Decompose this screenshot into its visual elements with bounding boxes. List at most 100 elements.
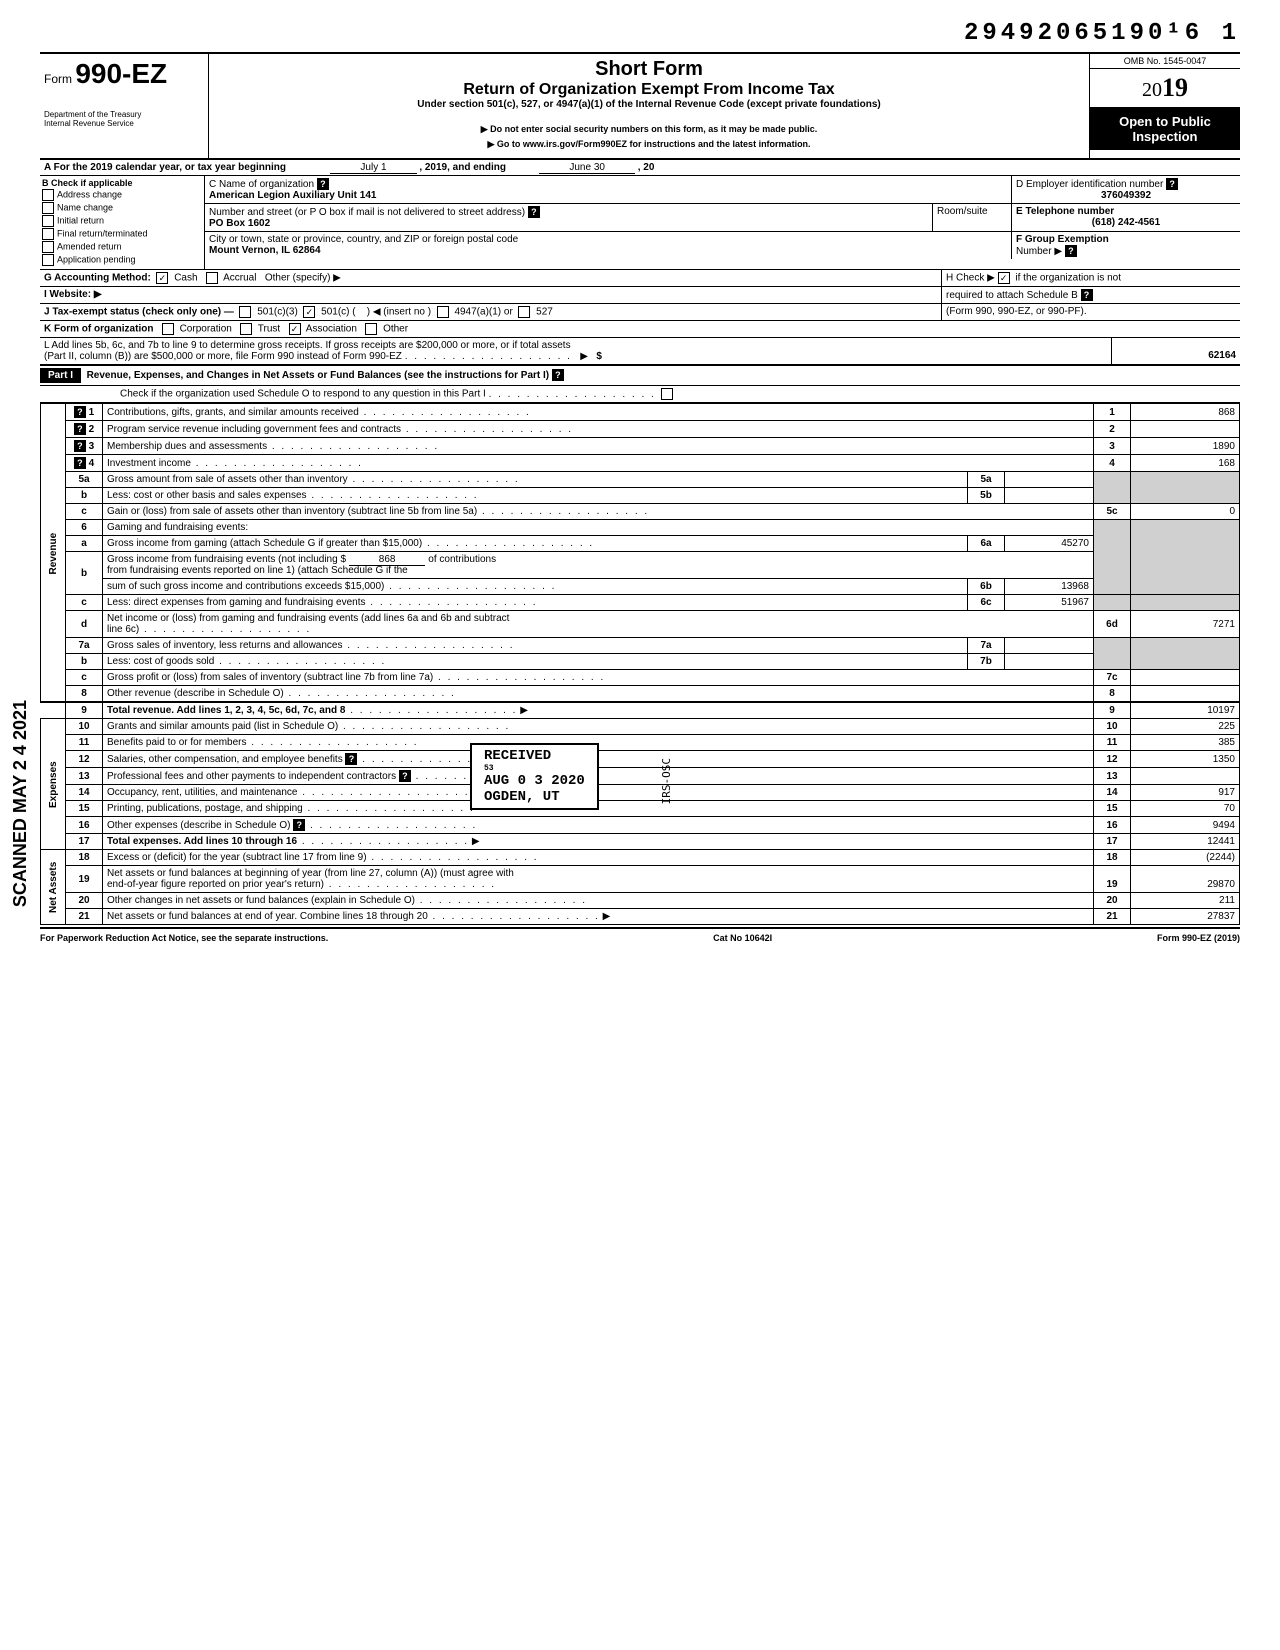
accrual-label: Accrual — [223, 273, 256, 284]
help-icon[interactable]: ? — [74, 440, 86, 452]
section-e-label: E Telephone number — [1016, 206, 1114, 217]
cb-pending[interactable] — [42, 254, 54, 266]
help-icon[interactable]: ? — [399, 770, 411, 782]
phone: (618) 242-4561 — [1016, 217, 1236, 228]
cb-initial-label: Initial return — [57, 215, 104, 225]
line-4-text: Investment income — [107, 458, 191, 469]
j-opt2b: ) ◀ (insert no ) — [367, 307, 431, 318]
cb-name[interactable] — [42, 202, 54, 214]
line-6-text: Gaming and fundraising events: — [103, 520, 1094, 536]
cb-cash[interactable]: ✓ — [156, 272, 168, 284]
line-10-text: Grants and similar amounts paid (list in… — [107, 721, 338, 732]
org-info-block: B Check if applicable Address change Nam… — [40, 176, 1240, 270]
open-public: Open to Public Inspection — [1090, 108, 1240, 150]
open-public-2: Inspection — [1092, 129, 1238, 144]
help-icon[interactable]: ? — [1065, 245, 1077, 257]
dept-irs: Internal Revenue Service — [44, 119, 204, 128]
line-5b-text: Less: cost or other basis and sales expe… — [107, 490, 307, 501]
help-icon[interactable]: ? — [317, 178, 329, 190]
document-number: 29492065190¹6 1 — [40, 20, 1240, 47]
line-21-text: Net assets or fund balances at end of ye… — [107, 911, 428, 922]
help-icon[interactable]: ? — [74, 423, 86, 435]
section-d-label: D Employer identification number — [1016, 179, 1163, 190]
section-a-end2: , 20 — [638, 162, 655, 173]
line-16-text: Other expenses (describe in Schedule O) — [107, 820, 290, 831]
subtitle: Under section 501(c), 527, or 4947(a)(1)… — [219, 99, 1079, 110]
cb-527[interactable] — [518, 306, 530, 318]
section-l-line2: (Part II, column (B)) are $500,000 or mo… — [44, 351, 402, 362]
k-opt1: Corporation — [180, 324, 232, 335]
room-label: Room/suite — [937, 206, 988, 217]
k-opt2: Trust — [258, 324, 280, 335]
instruction-2: ▶ Go to www.irs.gov/Form990EZ for instru… — [219, 139, 1079, 150]
section-h-text2: required to attach Schedule B — [946, 290, 1078, 301]
help-icon[interactable]: ? — [74, 457, 86, 469]
help-icon[interactable]: ? — [293, 819, 305, 831]
org-name: American Legion Auxiliary Unit 141 — [209, 190, 376, 201]
section-b-title: B Check if applicable — [42, 178, 133, 188]
line-6b-text2: of contributions — [428, 554, 496, 565]
line-2-text: Program service revenue including govern… — [107, 424, 401, 435]
line-6b-text4: sum of such gross income and contributio… — [107, 581, 384, 592]
cb-501c[interactable]: ✓ — [303, 306, 315, 318]
cb-amended[interactable] — [42, 241, 54, 253]
footer-center: Cat No 10642I — [713, 933, 772, 943]
line-14-text: Occupancy, rent, utilities, and maintena… — [107, 787, 297, 798]
help-icon[interactable]: ? — [1166, 178, 1178, 190]
page-footer: For Paperwork Reduction Act Notice, see … — [40, 933, 1240, 943]
k-opt3: Association — [306, 324, 357, 335]
line-6d-text2: line 6c) — [107, 624, 139, 635]
cb-schedule-o[interactable] — [661, 388, 673, 400]
line-11-text: Benefits paid to or for members — [107, 737, 247, 748]
help-icon[interactable]: ? — [74, 406, 86, 418]
line-6a-text: Gross income from gaming (attach Schedul… — [107, 538, 422, 549]
addr-label: Number and street (or P O box if mail is… — [209, 207, 525, 218]
tax-year: 2019 — [1090, 69, 1240, 108]
section-a: A For the 2019 calendar year, or tax yea… — [40, 160, 1240, 176]
open-public-1: Open to Public — [1092, 114, 1238, 129]
cb-final[interactable] — [42, 228, 54, 240]
section-i-row: I Website: ▶ required to attach Schedule… — [40, 287, 1240, 304]
help-icon[interactable]: ? — [528, 206, 540, 218]
help-icon[interactable]: ? — [1081, 289, 1093, 301]
cb-amended-label: Amended return — [57, 241, 122, 251]
j-opt1: 501(c)(3) — [257, 307, 298, 318]
cb-schedule-b[interactable]: ✓ — [998, 272, 1010, 284]
cb-assoc[interactable]: ✓ — [289, 323, 301, 335]
line-6d-val: 7271 — [1131, 611, 1240, 638]
cb-accrual[interactable] — [206, 272, 218, 284]
help-icon[interactable]: ? — [345, 753, 357, 765]
line-10-val: 225 — [1131, 719, 1240, 735]
cb-initial[interactable] — [42, 215, 54, 227]
section-l-line1: L Add lines 5b, 6c, and 7b to line 9 to … — [44, 340, 1107, 351]
line-15-val: 70 — [1131, 801, 1240, 817]
addr-value: PO Box 1602 — [209, 218, 270, 229]
line-5a-text: Gross amount from sale of assets other t… — [107, 474, 348, 485]
section-k-label: K Form of organization — [44, 324, 153, 335]
line-2-val — [1131, 421, 1240, 438]
line-12-text: Salaries, other compensation, and employ… — [107, 754, 343, 765]
section-h-text1: if the organization is not — [1015, 273, 1121, 284]
line-16-val: 9494 — [1131, 817, 1240, 834]
line-5c-text: Gain or (loss) from sale of assets other… — [107, 506, 477, 517]
form-number: 990-EZ — [75, 58, 167, 89]
cb-4947[interactable] — [437, 306, 449, 318]
cb-trust[interactable] — [240, 323, 252, 335]
line-4-val: 168 — [1131, 455, 1240, 472]
cb-corp[interactable] — [162, 323, 174, 335]
line-1-val: 868 — [1131, 404, 1240, 421]
line-8-text: Other revenue (describe in Schedule O) — [107, 688, 284, 699]
line-5c-val: 0 — [1131, 504, 1240, 520]
cb-other-org[interactable] — [365, 323, 377, 335]
k-opt4: Other — [383, 324, 408, 335]
cash-label: Cash — [174, 273, 197, 284]
cb-address[interactable] — [42, 189, 54, 201]
cb-501c3[interactable] — [239, 306, 251, 318]
line-5b-val — [1005, 488, 1094, 504]
revenue-label: Revenue — [48, 532, 59, 574]
line-17-val: 12441 — [1131, 834, 1240, 850]
line-15-text: Printing, publications, postage, and shi… — [107, 803, 303, 814]
help-icon[interactable]: ? — [552, 369, 564, 381]
line-6b-text3: from fundraising events reported on line… — [107, 565, 408, 576]
footer-right: Form 990-EZ (2019) — [1157, 933, 1240, 943]
